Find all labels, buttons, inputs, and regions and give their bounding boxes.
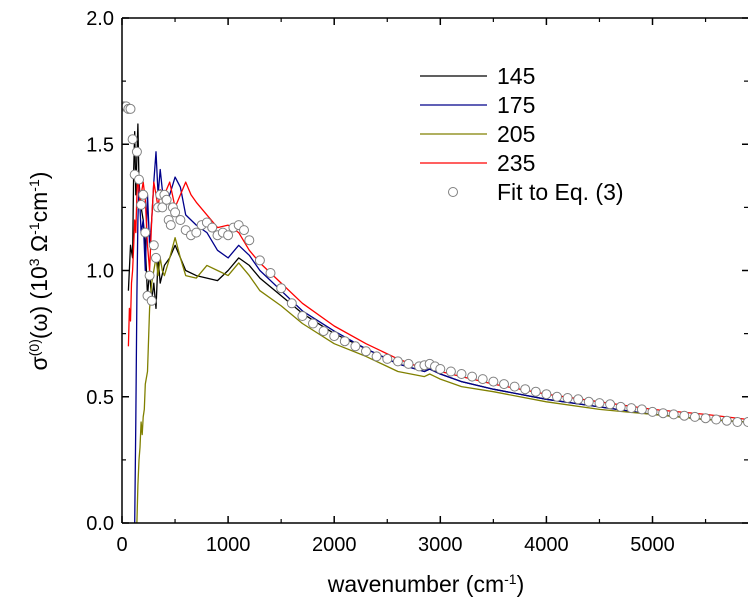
fit-point [136,199,147,210]
x-axis-title: wavenumber (cm-1) [327,571,525,597]
fit-point [594,398,605,409]
fit-point [573,394,584,405]
y-tick-label: 0.5 [86,387,114,409]
fit-point [318,326,329,337]
y-tick-label: 0.0 [86,513,114,535]
fit-point [552,391,562,402]
x-tick-label: 5000 [630,534,675,556]
legend-label: 205 [497,121,535,147]
x-tick-label: 1000 [206,534,251,556]
fit-point [276,283,287,294]
fit-point [530,386,541,397]
fit-point [626,403,637,414]
series-layer [127,123,748,523]
fit-point [488,376,499,387]
fit-point [165,220,176,231]
y-tick-label: 2.0 [86,8,114,30]
y-tick-label: 1.0 [86,261,114,283]
y-tick-label: 1.5 [86,134,114,156]
fit-point [721,415,732,426]
fit-point [191,227,202,238]
fit-point [499,379,509,390]
fit-point [392,356,403,367]
fit-point [140,227,151,238]
fit-point [583,396,594,407]
legend-label: 145 [497,63,535,89]
fit-point [148,240,159,251]
fit-point [456,369,467,379]
fit-point [403,358,414,369]
fit-point [435,364,446,374]
fit-point [151,252,161,263]
fit-point [223,230,234,241]
fit-point [350,341,361,352]
legend-swatch-fit [448,187,458,197]
fit-point [445,366,456,377]
fit-point [371,351,382,362]
x-tick-label: 3000 [418,534,463,556]
fit-point [636,404,647,415]
fit-point [520,384,531,395]
axes-layer [121,17,748,524]
fit-point [562,393,573,403]
fit-point [743,417,748,427]
fit-point [286,298,297,309]
series-line-235 [127,173,748,421]
x-tick-label: 4000 [524,534,569,556]
x-tick-label: 2000 [312,534,357,556]
fit-point [711,414,722,425]
fit-point [467,371,478,382]
fit-point [157,202,168,213]
series-line-175 [134,151,748,523]
fit-point [679,410,690,421]
fit-point [647,406,658,417]
fit-point [207,222,218,233]
fit-point [615,401,626,412]
fit-point [138,189,149,200]
fit-point [146,295,157,306]
fit-point [175,215,186,225]
fit-point [668,409,679,420]
y-axis-title: σ(0)(ω) (103 Ω-1cm-1) [26,172,52,371]
fit-point [265,268,276,278]
fit-layer [122,101,748,427]
fit-point [161,194,172,205]
fit-point [144,270,155,281]
legend-label: 235 [497,150,535,176]
fit-point [329,331,340,342]
legend-label: Fit to Eq. (3) [497,179,624,205]
fit-point [658,408,669,419]
fit-point [239,225,249,236]
fit-point [541,389,552,400]
ticks-layer: 0 1000 2000 3000 4000 5000 0.0 0.5 1.0 1.5 2.0 [86,8,748,556]
fit-point [700,413,711,424]
fit-point [689,411,700,422]
fit-point [134,174,144,185]
fit-point [127,134,138,145]
series-line-205 [136,237,748,523]
legend: 145 175 205 235 Fit to Eq. (3) [420,63,624,205]
fit-point [125,103,136,114]
fit-point [297,311,308,321]
legend-label: 175 [497,92,535,118]
fit-point [244,235,255,246]
fit-point [477,374,488,385]
fit-point [605,399,616,410]
fit-point [131,146,142,157]
fit-point [339,336,350,347]
fit-point [732,417,743,427]
x-tick-label: 0 [116,534,127,556]
fit-point [308,318,318,329]
fit-point [361,346,371,357]
fit-point [254,255,265,266]
fit-point [170,207,181,218]
fit-point [509,381,520,392]
fit-point [382,353,393,364]
